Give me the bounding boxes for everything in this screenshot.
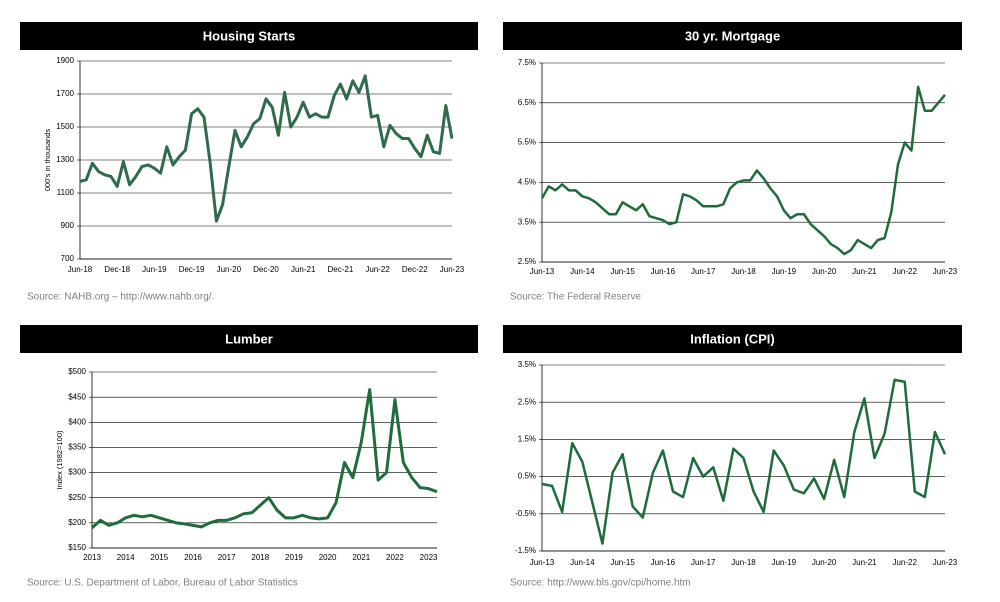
y-tick-label: 3.5% <box>518 217 536 226</box>
x-tick-label: Jun-22 <box>892 267 917 276</box>
x-tick-label: Dec-20 <box>253 265 279 274</box>
data-line <box>90 388 438 530</box>
y-axis-label: Index (1982=100) <box>55 430 64 490</box>
title-bar <box>20 325 478 353</box>
data-line <box>540 85 946 256</box>
y-tick-label: $350 <box>68 443 86 452</box>
x-tick-label: Jun-21 <box>852 558 877 567</box>
y-tick-label: -1.5% <box>515 546 536 555</box>
y-tick-label: 1.5% <box>518 435 536 444</box>
x-tick-label: 2017 <box>218 553 236 562</box>
chart-title: Lumber <box>225 331 273 346</box>
y-tick-label: 1100 <box>57 188 75 197</box>
x-tick-label: 2023 <box>420 553 438 562</box>
x-tick-label: Jun-22 <box>365 265 390 274</box>
x-tick-label: 2014 <box>117 553 135 562</box>
y-tick-label: 900 <box>61 221 75 230</box>
y-tick-label: 1500 <box>56 122 74 131</box>
chart-title: Inflation (CPI) <box>690 331 775 346</box>
y-tick-label: $300 <box>68 468 86 477</box>
chart-title: 30 yr. Mortgage <box>685 28 780 43</box>
x-tick-label: Jun-18 <box>731 558 756 567</box>
x-tick-label: Jun-17 <box>691 267 716 276</box>
x-tick-label: Jun-20 <box>217 265 242 274</box>
title-bar <box>503 325 962 353</box>
y-tick-label: 700 <box>61 254 75 263</box>
source-note: Source: U.S. Department of Labor, Bureau… <box>27 578 298 589</box>
x-tick-label: Jun-23 <box>933 267 958 276</box>
x-tick-label: Jun-21 <box>852 267 877 276</box>
x-tick-label: 2020 <box>319 553 337 562</box>
y-tick-label: 3.5% <box>518 360 536 369</box>
x-tick-label: Jun-14 <box>570 267 595 276</box>
y-tick-label: $250 <box>68 493 86 502</box>
x-tick-label: 2015 <box>150 553 168 562</box>
x-tick-label: Jun-20 <box>812 267 837 276</box>
y-tick-label: 2.5% <box>518 257 536 266</box>
y-tick-label: 2.5% <box>518 397 536 406</box>
y-tick-label: $400 <box>68 417 86 426</box>
x-tick-label: Dec-22 <box>402 265 428 274</box>
chart-title: Housing Starts <box>203 28 295 43</box>
y-tick-label: 5.5% <box>518 138 536 147</box>
y-tick-label: 1700 <box>56 89 74 98</box>
y-tick-label: 1300 <box>56 155 74 164</box>
y-tick-label: $150 <box>68 543 86 552</box>
x-tick-label: Jun-18 <box>731 267 756 276</box>
x-tick-label: 2018 <box>251 553 269 562</box>
y-axis-label: 000's in thousands <box>43 129 52 192</box>
y-tick-label: 7.5% <box>518 58 536 67</box>
x-tick-label: Jun-20 <box>812 558 837 567</box>
x-tick-label: Dec-21 <box>328 265 354 274</box>
x-tick-label: Jun-21 <box>291 265 316 274</box>
y-tick-label: 6.5% <box>518 98 536 107</box>
y-tick-label: $450 <box>68 392 86 401</box>
source-note: Source: The Federal Reserve <box>510 292 641 303</box>
x-tick-label: Jun-19 <box>772 558 797 567</box>
x-tick-label: 2016 <box>184 553 202 562</box>
x-tick-label: Jun-18 <box>68 265 93 274</box>
x-tick-label: 2022 <box>386 553 404 562</box>
title-bar <box>20 22 478 50</box>
x-tick-label: Jun-23 <box>933 558 958 567</box>
x-tick-label: Jun-16 <box>651 558 676 567</box>
x-tick-label: Jun-17 <box>691 558 716 567</box>
x-tick-label: Jun-15 <box>610 267 635 276</box>
x-tick-label: Jun-16 <box>651 267 676 276</box>
data-line <box>541 378 947 545</box>
x-tick-label: 2013 <box>83 553 101 562</box>
x-tick-label: Dec-19 <box>179 265 205 274</box>
y-tick-label: $200 <box>68 518 86 527</box>
x-tick-label: Jun-22 <box>892 558 917 567</box>
data-line <box>79 74 454 223</box>
x-tick-label: Jun-13 <box>530 558 555 567</box>
x-tick-label: Jun-14 <box>570 558 595 567</box>
title-bar <box>503 22 962 50</box>
x-tick-label: Dec-18 <box>104 265 130 274</box>
x-tick-label: 2019 <box>285 553 303 562</box>
x-tick-label: 2021 <box>352 553 370 562</box>
y-tick-label: $500 <box>68 367 86 376</box>
x-tick-label: Jun-19 <box>772 267 797 276</box>
x-tick-label: Jun-13 <box>530 267 555 276</box>
y-tick-label: 1900 <box>56 56 74 65</box>
x-tick-label: Jun-15 <box>610 558 635 567</box>
y-tick-label: 4.5% <box>518 178 536 187</box>
x-tick-label: Jun-23 <box>440 265 465 274</box>
x-tick-label: Jun-19 <box>142 265 167 274</box>
y-tick-label: -0.5% <box>515 509 536 518</box>
y-tick-label: 0.5% <box>518 472 536 481</box>
source-note: Source: http://www.bls.gov/cpi/home.htm <box>510 578 691 589</box>
source-note: Source: NAHB.org – http://www.nahb.org/. <box>27 292 214 303</box>
